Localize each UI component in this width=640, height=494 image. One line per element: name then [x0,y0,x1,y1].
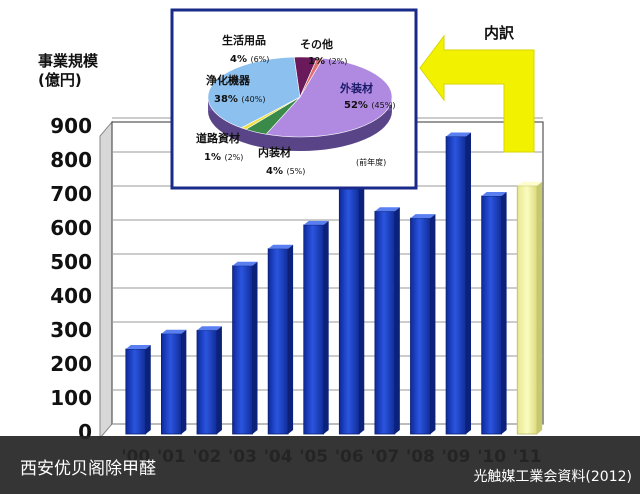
pie-labels: 外装材 52% (45%) 内装材 4% (5%) 道路資材 1% (2%) 浄化機器 38%… [196,33,395,177]
pie-slice-name: 道路資材 [196,131,240,145]
pie-slice [207,56,301,129]
bar-top [303,220,329,225]
breakdown-pie [207,56,393,151]
bar-top [196,326,222,331]
bar-side [252,261,258,434]
bar-side [537,181,543,434]
pie-slice-name: 外装材 [339,81,373,95]
y-tick-label: 200 [50,352,92,376]
bar-side [288,244,294,434]
bar [481,195,502,435]
bar [125,348,147,435]
y-tick-label: 700 [50,182,92,206]
bar [196,329,218,435]
y-tick-label: 100 [50,386,92,410]
caption-watermark: 西安优贝阁除甲醛 [20,459,156,479]
pie-slice-share: 1% (2%) [204,152,243,163]
pie-slice-name: その他 [300,37,333,51]
pie-slice-share: 1% (2%) [308,56,347,67]
bar-side [430,214,436,434]
bar [445,136,467,435]
bar [267,248,289,435]
bar-top [125,345,151,349]
y-tick-label: 500 [50,250,92,274]
bar-top [232,261,258,266]
caption-bar [0,436,640,494]
pie-slice [299,57,324,98]
y-tick-label: 600 [50,216,92,240]
bar-side [145,345,151,434]
pie-slice-share: 38% (40%) [214,94,265,105]
bar [516,185,538,435]
bar-top [268,244,294,249]
bar [303,224,325,435]
pie-slice-name: 内装材 [258,145,291,159]
bar [374,210,396,435]
pie-slice-name: 生活用品 [222,33,266,47]
bar-top [161,329,187,334]
bar [161,333,182,435]
pie-slice-share: 4% (6%) [230,54,269,65]
pie-slice-share: 52% (45%) [344,100,395,111]
bar [410,217,431,435]
bar-top [481,192,507,196]
bar [338,164,360,435]
callout-arrow-shape [419,34,535,153]
y-tick-label: 900 [50,114,92,138]
bar-side [501,192,507,434]
bar-top [410,214,436,219]
bar-top [517,181,543,186]
pie-slice-name: 浄化機器 [206,73,251,87]
y-tick-label: 300 [50,318,92,342]
breakdown-inset: 外装材 52% (45%) 内装材 4% (5%) 道路資材 1% (2%) 浄化機器 38%… [170,8,418,190]
bars [125,132,543,435]
bar-side [181,329,187,434]
bar-side [466,132,472,434]
bar-side [394,207,400,434]
y-axis-label: 事業規模(億円) [38,52,99,89]
bar-top [446,132,472,137]
bar-top [374,207,400,212]
pie-slice [265,57,393,138]
y-tick-label: 400 [50,284,92,308]
bar-side [323,220,329,434]
caption-source: 光触媒工業会資料(2012) [473,469,632,485]
bar-side [359,161,365,434]
y-tick-label: 800 [50,148,92,172]
previous-year-note: (前年度) [356,157,386,167]
breakdown-label: 内訳 [484,24,515,42]
bar-side [216,326,222,434]
pie-slice-share: 4% (5%) [266,166,305,177]
callout-arrow [419,34,535,153]
bar [232,265,253,435]
